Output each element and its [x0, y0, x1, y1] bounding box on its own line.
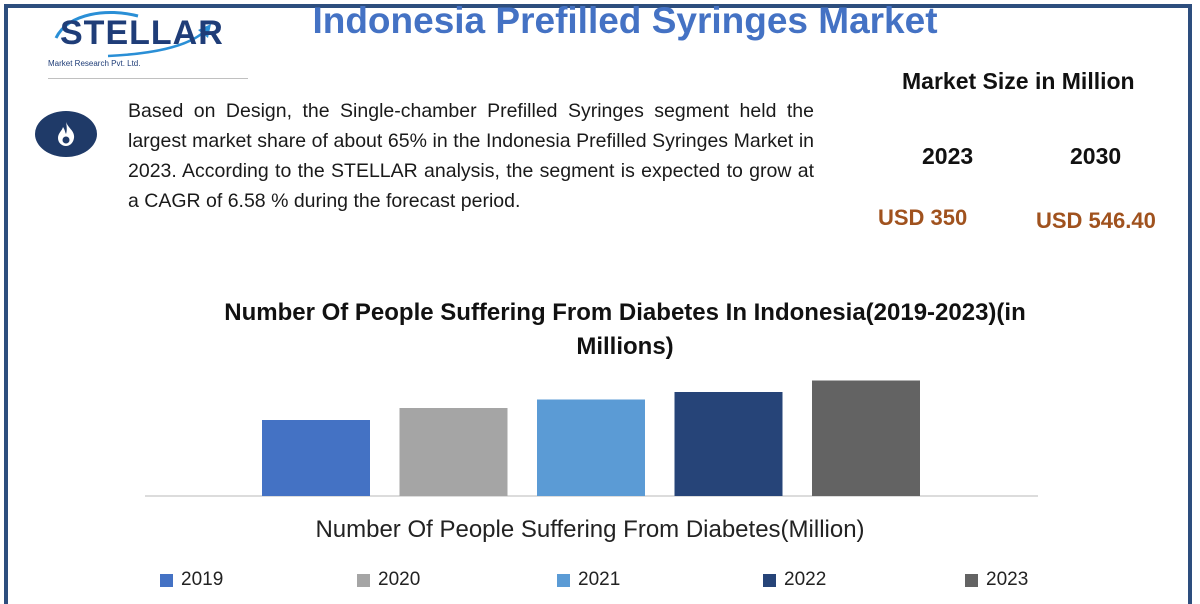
- market-value-2023: USD 350: [878, 205, 968, 230]
- legend-item-2021: 2021: [557, 569, 620, 591]
- divider: [48, 78, 248, 79]
- year-2030-label: 2030: [1070, 143, 1122, 169]
- outer-frame: [4, 4, 1192, 604]
- stellar-logo: STELLAR Market Research Pvt. Ltd.: [48, 8, 248, 79]
- legend-item-2023: 2023: [965, 569, 1028, 591]
- chart-title: Number Of People Suffering From Diabetes…: [224, 299, 1026, 360]
- legend-label: 2020: [378, 569, 421, 590]
- market-size-title: Market Size in Million: [902, 68, 1135, 94]
- legend-swatch: [763, 573, 776, 587]
- description-text: Based on Design, the Single-chamber Pref…: [128, 100, 814, 212]
- bar-2023: [812, 380, 920, 496]
- legend-item-2022: 2022: [763, 569, 826, 591]
- year-2023-label: 2023: [922, 143, 974, 169]
- logo-swoosh-icon: [54, 10, 211, 58]
- bar-2020: [399, 408, 508, 496]
- bar-2021: [537, 399, 645, 496]
- market-value-2030: USD 546.40: [1036, 208, 1156, 233]
- legend-swatch: [160, 573, 173, 587]
- bar-2022: [674, 392, 783, 496]
- legend-item-2020: 2020: [357, 569, 420, 591]
- legend-swatch: [557, 573, 570, 587]
- legend-label: 2023: [986, 569, 1029, 590]
- legend-swatch: [965, 573, 978, 587]
- legend-swatch: [357, 573, 370, 587]
- page-title: Indonesia Prefilled Syringes Market: [312, 0, 938, 41]
- legend-label: 2022: [784, 569, 827, 590]
- legend-item-2019: 2019: [160, 569, 223, 591]
- logo-text: STELLAR: [60, 14, 224, 52]
- x-axis-label: Number Of People Suffering From Diabetes…: [315, 516, 865, 543]
- legend-label: 2019: [181, 569, 224, 590]
- logo-subtext: Market Research Pvt. Ltd.: [48, 59, 141, 68]
- bar-2019: [262, 420, 370, 496]
- legend-label: 2021: [578, 569, 621, 590]
- flame-icon: [35, 111, 97, 157]
